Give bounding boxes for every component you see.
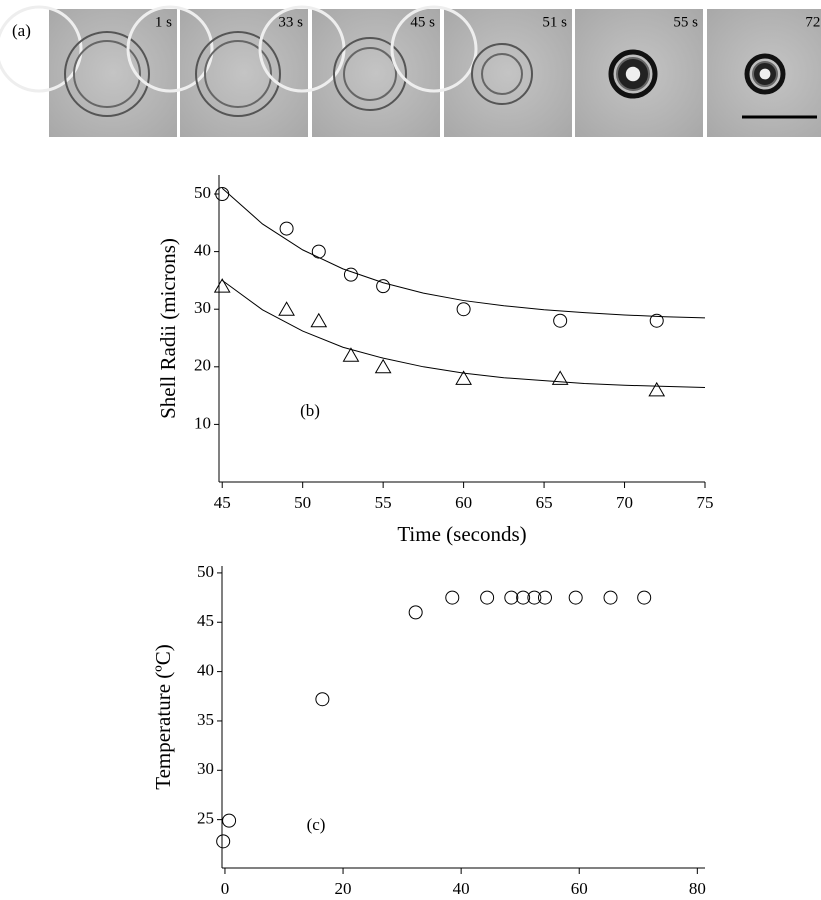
core — [759, 68, 771, 80]
circle-marker — [480, 590, 495, 605]
y-axis-label: Shell Radii (microns) — [156, 238, 180, 419]
x-tick-label: 70 — [616, 493, 633, 512]
x-tick-label: 65 — [536, 493, 553, 512]
circle-marker — [637, 590, 652, 605]
neighbor-shell — [0, 5, 83, 93]
neighbor-shell — [390, 5, 478, 93]
annotation: (b) — [300, 401, 320, 420]
x-tick-label: 0 — [221, 879, 230, 898]
frame — [444, 9, 572, 137]
circle-marker — [376, 279, 391, 294]
shell-inner — [343, 47, 397, 101]
x-tick-label: 20 — [335, 879, 352, 898]
y-tick-label: 20 — [194, 356, 211, 375]
triangle-marker — [374, 358, 392, 374]
shell-inner — [481, 53, 523, 95]
y-tick-label: 50 — [194, 183, 211, 202]
circle-marker — [222, 813, 237, 828]
frame-label: 55 s — [673, 14, 698, 30]
circle-marker — [568, 590, 583, 605]
shell-inner — [204, 40, 272, 108]
x-tick-label: 60 — [455, 493, 472, 512]
circle-marker — [311, 244, 326, 259]
circle-marker — [504, 590, 519, 605]
y-tick-label: 35 — [197, 710, 214, 729]
circle-marker — [553, 313, 568, 328]
y-tick-label: 45 — [197, 611, 214, 630]
y-tick-label: 50 — [197, 562, 214, 581]
triangle-marker — [213, 278, 231, 293]
annotation: (c) — [307, 815, 326, 834]
shell-outer — [64, 31, 150, 117]
frame-label: 1 s — [155, 14, 172, 30]
triangle-marker — [648, 381, 666, 397]
circle-marker — [537, 590, 552, 605]
x-tick-label: 50 — [294, 493, 311, 512]
y-tick-label: 40 — [197, 661, 214, 680]
x-tick-label: 40 — [453, 879, 470, 898]
x-tick-label: 55 — [375, 493, 392, 512]
triangle-marker — [310, 312, 328, 328]
shell-outer — [333, 37, 407, 111]
frame-label: 72 s — [805, 14, 821, 30]
circle-marker — [516, 590, 531, 605]
triangle-marker — [455, 370, 472, 385]
x-tick-label: 80 — [689, 879, 706, 898]
shell-outer — [744, 53, 786, 95]
frame-label: 33 s — [278, 14, 303, 30]
circle-marker — [408, 605, 423, 620]
triangle-marker — [551, 370, 569, 385]
shell-outer — [608, 49, 658, 99]
triangle-marker — [342, 347, 360, 362]
y-tick-label: 25 — [197, 809, 214, 828]
shell-outer — [195, 31, 281, 117]
circle-marker — [445, 590, 460, 605]
shell-outer — [471, 43, 533, 105]
circle-marker — [279, 221, 294, 236]
fit-line — [221, 280, 706, 389]
y-tick-label: 30 — [194, 298, 211, 317]
neighbor-shell — [126, 5, 214, 93]
core — [625, 66, 641, 82]
circle-marker — [216, 834, 231, 849]
circle-marker — [343, 267, 358, 282]
y-tick-label: 30 — [197, 759, 214, 778]
triangle-marker — [278, 301, 295, 316]
circle-marker — [603, 590, 618, 605]
frame-label: 51 s — [542, 14, 567, 30]
x-tick-label: 45 — [214, 493, 231, 512]
x-tick-label: 60 — [571, 879, 588, 898]
fit-line — [221, 187, 706, 319]
circle-marker — [527, 590, 542, 605]
circle-marker — [315, 692, 330, 707]
circle-marker — [456, 302, 471, 317]
panel-label: (a) — [12, 21, 31, 40]
x-axis-label: Time (seconds) — [397, 522, 526, 546]
y-axis-label: Temperature (ºC) — [151, 644, 175, 790]
x-tick-label: 75 — [697, 493, 714, 512]
shell-inner — [73, 40, 141, 108]
y-tick-label: 40 — [194, 241, 211, 260]
y-tick-label: 10 — [194, 413, 211, 432]
circle-marker — [649, 313, 664, 328]
frames: 1 s 33 s 45 s 51 s 55 s 72 s — [0, 5, 821, 137]
frame-label: 45 s — [410, 14, 435, 30]
